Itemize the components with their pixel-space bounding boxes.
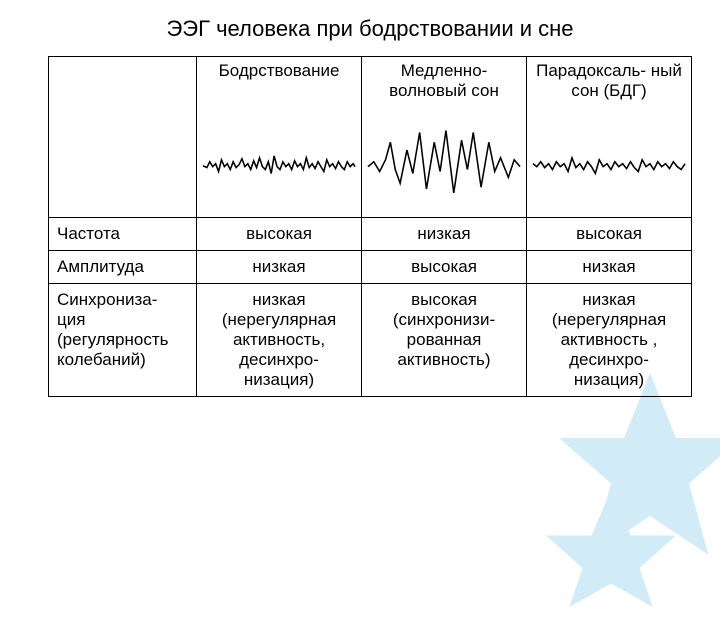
wave-slow	[362, 107, 527, 217]
wave-wake-svg	[201, 107, 357, 217]
sync-slow: высокая (синхронизи- рованная активность…	[362, 283, 527, 396]
slide-title: ЭЭГ человека при бодрствовании и сне	[48, 16, 692, 42]
wave-wake	[197, 107, 362, 217]
row-frequency: Частота высокая низкая высокая	[49, 217, 692, 250]
wave-row	[49, 107, 692, 217]
header-row: Бодрствование Медленно- волновый сон Пар…	[49, 57, 692, 108]
sync-wake: низкая (нерегулярная активность, десинхр…	[197, 283, 362, 396]
freq-slow: низкая	[362, 217, 527, 250]
row-sync-label: Синхрониза- ция (регулярность колебаний)	[49, 283, 197, 396]
row-frequency-label: Частота	[49, 217, 197, 250]
amp-wake: низкая	[197, 250, 362, 283]
col-wake-header: Бодрствование	[197, 57, 362, 108]
sync-rem: низкая (нерегулярная активность , десинх…	[527, 283, 692, 396]
amp-slow: высокая	[362, 250, 527, 283]
slide-container: ЭЭГ человека при бодрствовании и сне Бод…	[0, 0, 720, 417]
wave-rem-svg	[531, 107, 687, 217]
row-amplitude-label: Амплитуда	[49, 250, 197, 283]
row-sync: Синхрониза- ция (регулярность колебаний)…	[49, 283, 692, 396]
corner-cell	[49, 57, 197, 108]
col-slow-header: Медленно- волновый сон	[362, 57, 527, 108]
row-amplitude: Амплитуда низкая высокая низкая	[49, 250, 692, 283]
col-rem-header: Парадоксаль- ный сон (БДГ)	[527, 57, 692, 108]
wave-empty	[49, 107, 197, 217]
wave-slow-svg	[366, 107, 522, 217]
freq-rem: высокая	[527, 217, 692, 250]
freq-wake: высокая	[197, 217, 362, 250]
eeg-table: Бодрствование Медленно- волновый сон Пар…	[48, 56, 692, 397]
amp-rem: низкая	[527, 250, 692, 283]
wave-rem	[527, 107, 692, 217]
